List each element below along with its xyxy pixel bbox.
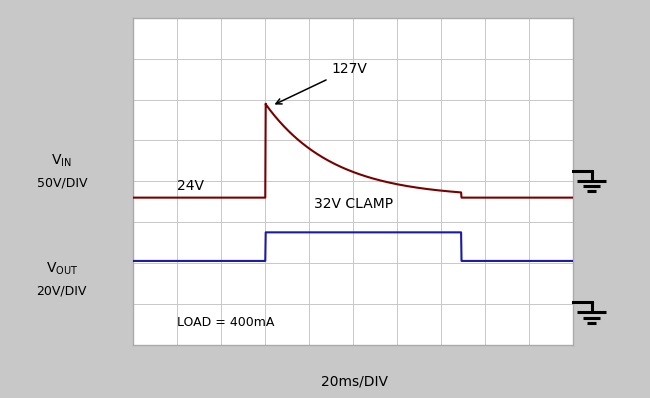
Text: $\mathregular{V_{OUT}}$: $\mathregular{V_{OUT}}$ bbox=[46, 260, 78, 277]
Text: 127V: 127V bbox=[276, 62, 367, 104]
Text: LOAD = 400mA: LOAD = 400mA bbox=[177, 316, 275, 329]
Text: $\mathregular{V_{IN}}$: $\mathregular{V_{IN}}$ bbox=[51, 153, 72, 170]
Text: 20V/DIV: 20V/DIV bbox=[36, 284, 87, 297]
Text: 20ms/DIV: 20ms/DIV bbox=[320, 374, 388, 388]
Text: 32V CLAMP: 32V CLAMP bbox=[314, 197, 393, 211]
Text: 50V/DIV: 50V/DIV bbox=[36, 177, 87, 189]
Text: 24V: 24V bbox=[177, 179, 204, 193]
